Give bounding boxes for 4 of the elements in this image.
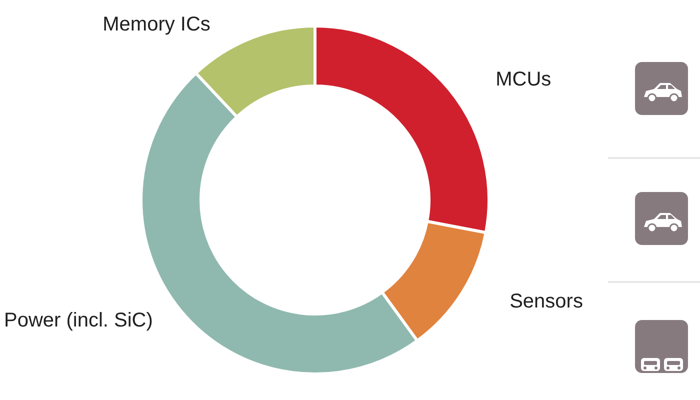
slice-label: Memory ICs xyxy=(102,13,210,36)
slice-label: Power (incl. SiC) xyxy=(4,309,153,332)
slice-label: Sensors xyxy=(510,290,583,312)
slice-label: MCUs xyxy=(496,68,552,91)
